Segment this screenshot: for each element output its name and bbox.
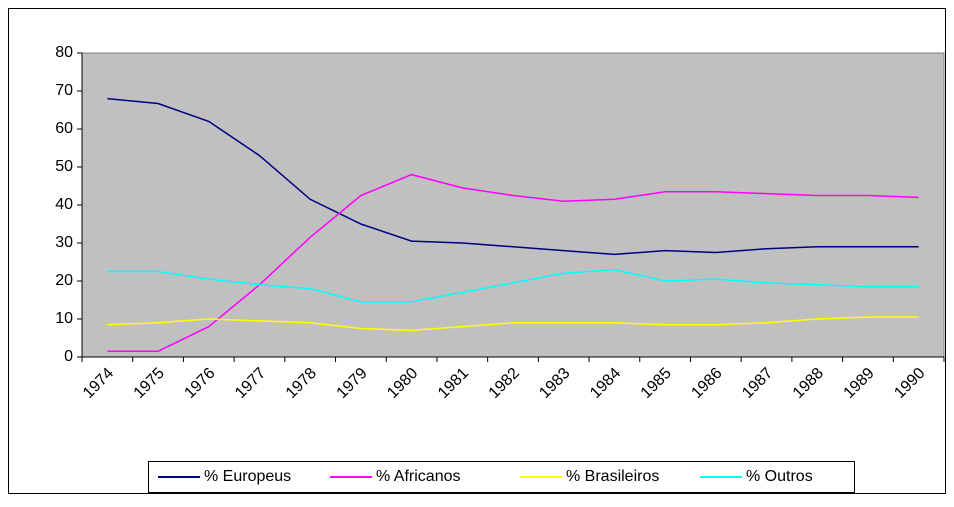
series-line: [107, 268, 919, 303]
y-tick-label: 0: [64, 348, 73, 365]
series-line: [107, 97, 919, 256]
legend-label: % Africanos: [376, 468, 460, 485]
y-tick-label: 80: [55, 44, 73, 61]
legend-label: % Outros: [746, 468, 813, 485]
y-tick-label: 20: [55, 272, 73, 289]
y-tick-label: 70: [55, 82, 73, 99]
legend-label: % Brasileiros: [566, 468, 659, 485]
y-tick-label: 30: [55, 234, 73, 251]
y-tick-label: 50: [55, 158, 73, 175]
legend-label: % Europeus: [204, 468, 291, 485]
y-tick-label: 40: [55, 196, 73, 213]
plot-area: [81, 52, 945, 358]
series-line: [107, 316, 919, 332]
y-tick-label: 60: [55, 120, 73, 137]
series-line: [107, 173, 919, 353]
y-tick-label: 10: [55, 310, 73, 327]
